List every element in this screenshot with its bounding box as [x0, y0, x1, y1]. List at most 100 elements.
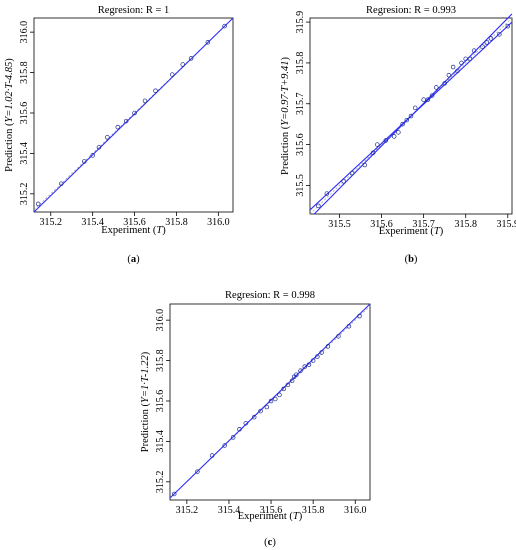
data-point: [316, 203, 321, 209]
data-point: [404, 117, 410, 123]
panel-label: (b): [405, 254, 418, 265]
y-tick-label: 315.2: [19, 183, 30, 206]
data-point: [96, 145, 102, 150]
y-tick-label: 315.6: [295, 133, 306, 156]
data-point: [237, 427, 242, 432]
data-point: [480, 44, 485, 49]
x-tick-label: 315.2: [40, 217, 63, 228]
fit-line: [169, 303, 371, 499]
data-point: [429, 93, 435, 98]
x-tick-label: 315.9: [497, 219, 516, 230]
x-tick-label: 316.0: [207, 217, 230, 228]
data-point: [302, 364, 307, 369]
data-point: [505, 23, 511, 29]
data-point: [434, 85, 439, 90]
y-tick-label: 315.6: [155, 390, 166, 413]
data-point: [209, 453, 215, 458]
data-point: [258, 408, 263, 414]
data-point: [142, 98, 148, 104]
data-point: [442, 81, 447, 86]
data-point: [105, 134, 110, 140]
data-point: [336, 334, 341, 339]
fit-line: [33, 17, 234, 213]
x-axis-label: Experiment (T): [238, 511, 303, 522]
y-tick-label: 315.5: [295, 174, 306, 197]
y-tick-label: 315.8: [295, 52, 306, 75]
data-point: [362, 162, 367, 168]
data-point: [349, 170, 355, 176]
data-point: [446, 72, 452, 78]
x-tick-label: 315.5: [328, 219, 351, 230]
y-axis-label: Prediction (Y=0.97·T+9.41): [280, 56, 291, 175]
data-point: [35, 201, 41, 207]
x-axis-label: Experiment (T): [379, 226, 444, 237]
data-point: [357, 313, 362, 319]
y-tick-label: 315.9: [295, 11, 306, 34]
data-point: [315, 354, 320, 359]
data-point: [484, 40, 490, 45]
data-point: [400, 121, 405, 127]
plot-frame: [33, 17, 234, 213]
data-point: [289, 378, 295, 384]
data-point: [375, 142, 380, 147]
data-point: [396, 130, 401, 135]
panel-label: (a): [127, 254, 140, 265]
data-point: [412, 105, 418, 111]
data-point: [188, 56, 194, 61]
data-point: [306, 362, 312, 367]
data-point: [310, 358, 316, 363]
panel-b: Regresion: R = 0.993 315.5 315.6 315.7 315.8…: [280, 5, 516, 265]
data-point: [425, 97, 431, 102]
data-point: [471, 48, 477, 53]
y-tick-label: 315.6: [19, 102, 30, 125]
x-tick-label: 315.8: [165, 217, 188, 228]
data-point: [285, 382, 291, 388]
x-tick-label: 315.7: [412, 219, 435, 230]
x-tick-label: 315.4: [218, 505, 241, 516]
data-point: [205, 39, 211, 45]
data-point: [383, 138, 389, 143]
x-tick-label: 316.0: [344, 505, 367, 516]
data-point: [180, 62, 185, 67]
data-point: [346, 323, 352, 329]
data-point: [294, 372, 299, 377]
panel-a: Regresion: R = 1 315.2 315.4 315.6 315.8 316.…: [4, 5, 234, 265]
data-point: [115, 124, 121, 130]
y-tick-label: 315.4: [19, 142, 30, 165]
panel-c: Regresion: R = 0.998 315.2 315.4 315.6 315.8…: [140, 290, 371, 548]
data-point: [273, 396, 278, 402]
data-point: [488, 36, 494, 41]
data-point: [90, 153, 95, 158]
data-point: [455, 68, 460, 74]
data-point: [268, 398, 274, 404]
chart-title: Regresion: R = 1: [98, 5, 170, 16]
data-point: [230, 435, 236, 440]
data-point: [319, 350, 324, 355]
y-tick-label: 315.2: [155, 471, 166, 494]
chart-title: Regresion: R = 0.993: [366, 5, 456, 16]
data-point: [264, 404, 270, 410]
chart-title: Regresion: R = 0.998: [225, 290, 315, 301]
data-point: [123, 118, 129, 124]
data-point: [341, 179, 346, 184]
data-point: [450, 64, 456, 70]
data-point: [82, 159, 87, 164]
data-point: [243, 420, 249, 426]
y-tick-label: 315.7: [295, 93, 306, 116]
data-point: [195, 469, 200, 474]
y-tick-label: 315.8: [155, 349, 166, 372]
y-tick-label: 315.8: [19, 61, 30, 84]
data-point: [153, 88, 158, 93]
fit-line: [313, 13, 513, 215]
data-point: [421, 97, 426, 102]
data-point: [459, 60, 464, 66]
y-axis-label: Prediction (Y=1·T-1.22): [140, 351, 151, 452]
y-tick-label: 316.0: [19, 21, 30, 44]
data-point: [277, 392, 282, 398]
data-point: [408, 113, 414, 119]
data-point: [281, 386, 286, 392]
data-point: [370, 150, 376, 156]
x-tick-label: 315.6: [370, 219, 393, 230]
y-tick-label: 315.4: [155, 430, 166, 453]
